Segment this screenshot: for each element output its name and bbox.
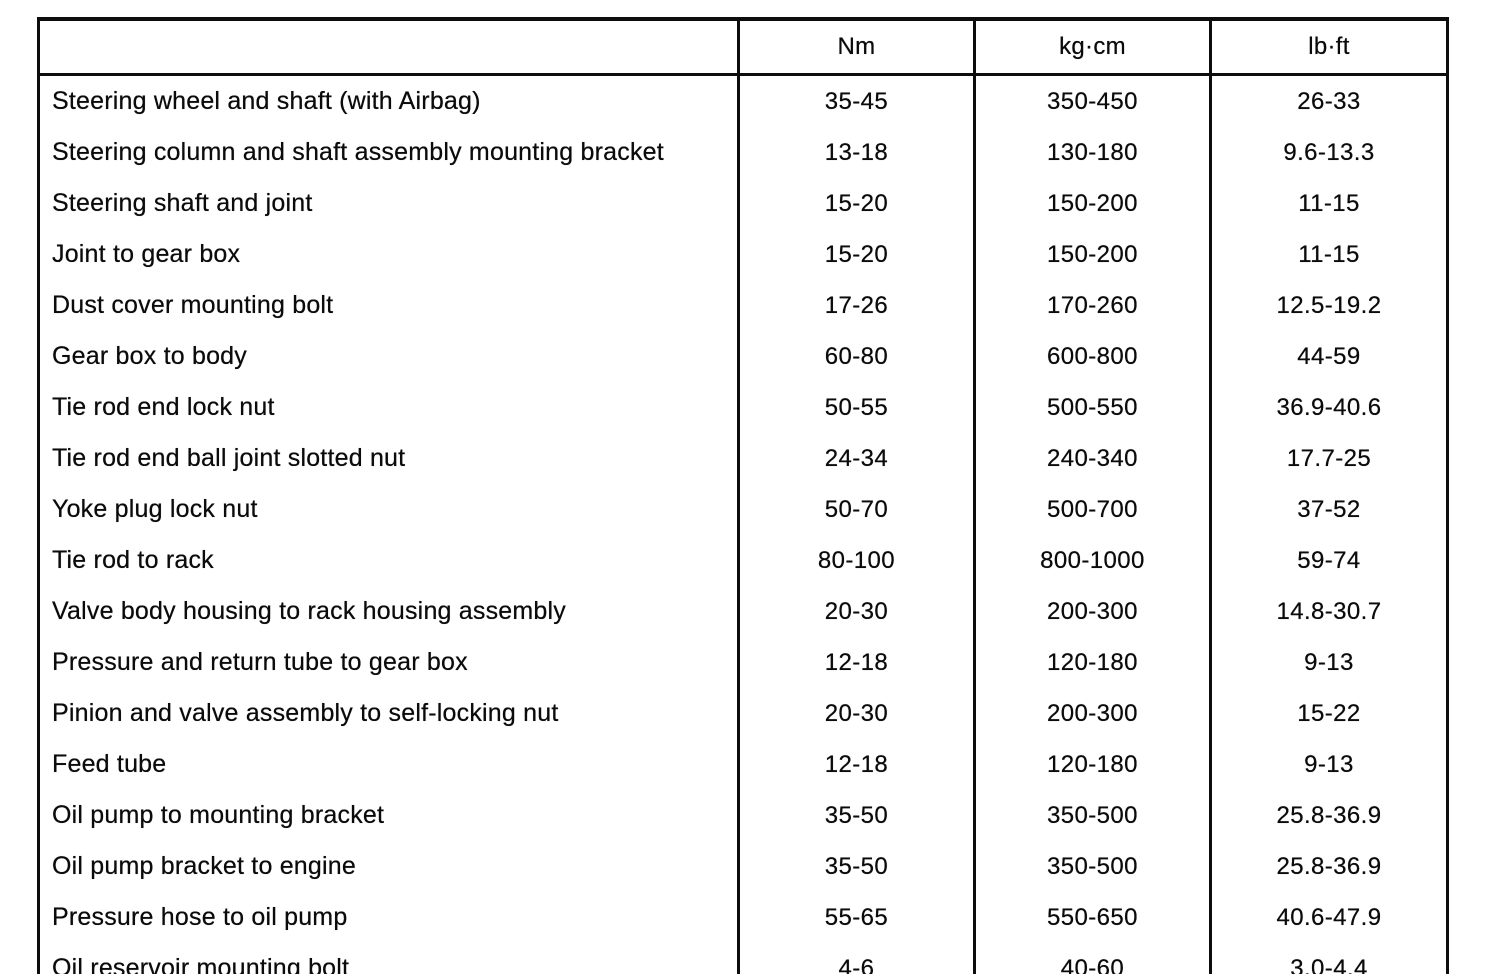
row-value-lbft: 3.0-4.4 bbox=[1209, 943, 1448, 974]
row-label: Steering shaft and joint bbox=[52, 189, 313, 217]
row-value-lbft: 40.6-47.9 bbox=[1209, 892, 1448, 943]
row-label: Gear box to body bbox=[52, 342, 247, 370]
table-row: Tie rod end lock nut 50-55 500-550 36.9-… bbox=[39, 382, 1448, 433]
table-row: Yoke plug lock nut 50-70 500-700 37-52 bbox=[39, 484, 1448, 535]
row-value-lbft: 9-13 bbox=[1209, 739, 1448, 790]
row-value-nm: 80-100 bbox=[737, 535, 975, 586]
column-header-kgcm: kg·cm bbox=[973, 19, 1211, 76]
row-value-lbft: 25.8-36.9 bbox=[1209, 841, 1448, 892]
row-value-lbft: 12.5-19.2 bbox=[1209, 280, 1448, 331]
row-value-nm: 60-80 bbox=[737, 331, 975, 382]
row-value-nm: 55-65 bbox=[737, 892, 975, 943]
row-value-nm: 24-34 bbox=[737, 433, 975, 484]
row-label: Feed tube bbox=[52, 750, 167, 778]
row-value-kgcm: 150-200 bbox=[973, 178, 1211, 229]
row-label: Pressure hose to oil pump bbox=[52, 903, 348, 931]
table-row: Pressure and return tube to gear box 12-… bbox=[39, 637, 1448, 688]
row-value-nm: 35-50 bbox=[737, 841, 975, 892]
row-label: Dust cover mounting bolt bbox=[52, 291, 334, 319]
row-value-nm: 35-50 bbox=[737, 790, 975, 841]
row-value-lbft: 37-52 bbox=[1209, 484, 1448, 535]
table-body: Steering wheel and shaft (with Airbag) 3… bbox=[39, 74, 1448, 974]
row-value-lbft: 9.6-13.3 bbox=[1209, 127, 1448, 178]
row-value-nm: 20-30 bbox=[737, 586, 975, 637]
row-value-nm: 50-55 bbox=[737, 382, 975, 433]
table-row: Steering shaft and joint 15-20 150-200 1… bbox=[39, 178, 1448, 229]
table-row: Oil pump to mounting bracket 35-50 350-5… bbox=[39, 790, 1448, 841]
table-row: Pressure hose to oil pump 55-65 550-650 … bbox=[39, 892, 1448, 943]
row-value-kgcm: 120-180 bbox=[973, 739, 1211, 790]
table-row: Tie rod end ball joint slotted nut 24-34… bbox=[39, 433, 1448, 484]
row-label: Steering wheel and shaft (with Airbag) bbox=[52, 87, 481, 115]
row-value-lbft: 17.7-25 bbox=[1209, 433, 1448, 484]
row-value-kgcm: 200-300 bbox=[973, 586, 1211, 637]
row-label: Tie rod end lock nut bbox=[52, 393, 275, 421]
row-value-kgcm: 800-1000 bbox=[973, 535, 1211, 586]
row-label: Tie rod end ball joint slotted nut bbox=[52, 444, 406, 472]
row-value-nm: 50-70 bbox=[737, 484, 975, 535]
row-value-kgcm: 350-500 bbox=[973, 841, 1211, 892]
row-value-kgcm: 170-260 bbox=[973, 280, 1211, 331]
row-value-kgcm: 550-650 bbox=[973, 892, 1211, 943]
row-value-nm: 15-20 bbox=[737, 178, 975, 229]
row-label: Steering column and shaft assembly mount… bbox=[52, 138, 664, 166]
row-value-lbft: 25.8-36.9 bbox=[1209, 790, 1448, 841]
row-value-kgcm: 200-300 bbox=[973, 688, 1211, 739]
table-row: Steering column and shaft assembly mount… bbox=[39, 127, 1448, 178]
row-value-nm: 12-18 bbox=[737, 739, 975, 790]
row-value-lbft: 26-33 bbox=[1209, 74, 1448, 127]
table-row: Dust cover mounting bolt 17-26 170-260 1… bbox=[39, 280, 1448, 331]
row-value-kgcm: 130-180 bbox=[973, 127, 1211, 178]
table-row: Steering wheel and shaft (with Airbag) 3… bbox=[39, 74, 1448, 127]
row-value-kgcm: 500-700 bbox=[973, 484, 1211, 535]
row-label: Valve body housing to rack housing assem… bbox=[52, 597, 566, 625]
table-row: Tie rod to rack 80-100 800-1000 59-74 bbox=[39, 535, 1448, 586]
header-row: Nm kg·cm lb·ft bbox=[38, 19, 1448, 76]
row-value-nm: 15-20 bbox=[737, 229, 975, 280]
row-value-kgcm: 600-800 bbox=[973, 331, 1211, 382]
row-value-kgcm: 240-340 bbox=[973, 433, 1211, 484]
row-value-lbft: 15-22 bbox=[1209, 688, 1448, 739]
table-row: Gear box to body 60-80 600-800 44-59 bbox=[39, 331, 1448, 382]
row-value-lbft: 44-59 bbox=[1209, 331, 1448, 382]
row-value-nm: 20-30 bbox=[737, 688, 975, 739]
table-row: Oil reservoir mounting bolt 4-6 40-60 3.… bbox=[39, 943, 1448, 974]
row-label: Oil pump to mounting bracket bbox=[52, 801, 385, 829]
column-header-empty bbox=[38, 19, 739, 76]
row-value-lbft: 9-13 bbox=[1209, 637, 1448, 688]
row-value-nm: 4-6 bbox=[737, 943, 975, 974]
row-label: Oil reservoir mounting bolt bbox=[52, 954, 350, 974]
row-label: Pinion and valve assembly to self-lockin… bbox=[52, 699, 559, 727]
column-header-lbft: lb·ft bbox=[1209, 19, 1448, 76]
row-value-lbft: 11-15 bbox=[1209, 229, 1448, 280]
row-value-kgcm: 350-500 bbox=[973, 790, 1211, 841]
row-value-nm: 17-26 bbox=[737, 280, 975, 331]
row-value-lbft: 14.8-30.7 bbox=[1209, 586, 1448, 637]
column-header-nm: Nm bbox=[737, 19, 975, 76]
table-row: Oil pump bracket to engine 35-50 350-500… bbox=[39, 841, 1448, 892]
table-row: Pinion and valve assembly to self-lockin… bbox=[39, 688, 1448, 739]
row-value-lbft: 11-15 bbox=[1209, 178, 1448, 229]
row-value-lbft: 36.9-40.6 bbox=[1209, 382, 1448, 433]
table-row: Valve body housing to rack housing assem… bbox=[39, 586, 1448, 637]
row-value-lbft: 59-74 bbox=[1209, 535, 1448, 586]
row-label: Tie rod to rack bbox=[52, 546, 214, 574]
table-row: Feed tube 12-18 120-180 9-13 bbox=[39, 739, 1448, 790]
row-value-kgcm: 350-450 bbox=[973, 74, 1211, 127]
row-label: Joint to gear box bbox=[52, 240, 241, 268]
row-value-kgcm: 40-60 bbox=[973, 943, 1211, 974]
row-value-nm: 35-45 bbox=[737, 74, 975, 127]
table-row: Joint to gear box 15-20 150-200 11-15 bbox=[39, 229, 1448, 280]
table-header: Nm kg·cm lb·ft bbox=[38, 19, 1448, 76]
row-label: Oil pump bracket to engine bbox=[52, 852, 356, 880]
row-label: Yoke plug lock nut bbox=[52, 495, 258, 523]
torque-spec-table: Nm kg·cm lb·ft Steering wheel and shaft … bbox=[37, 17, 1449, 974]
row-value-kgcm: 500-550 bbox=[973, 382, 1211, 433]
row-value-kgcm: 150-200 bbox=[973, 229, 1211, 280]
row-value-nm: 13-18 bbox=[737, 127, 975, 178]
row-label: Pressure and return tube to gear box bbox=[52, 648, 468, 676]
row-value-nm: 12-18 bbox=[737, 637, 975, 688]
row-value-kgcm: 120-180 bbox=[973, 637, 1211, 688]
